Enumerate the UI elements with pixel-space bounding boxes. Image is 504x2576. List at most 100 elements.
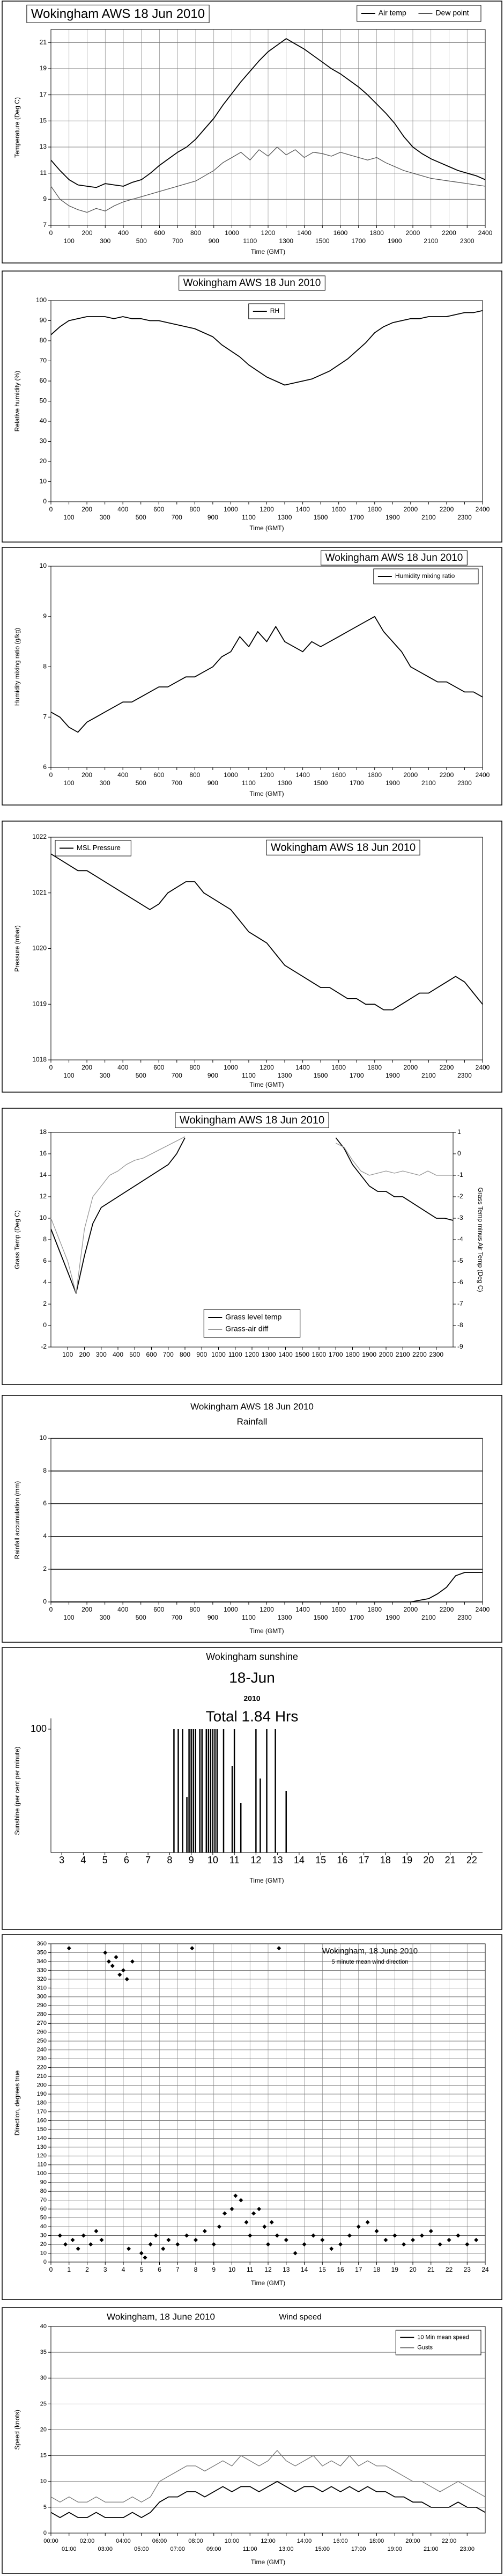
x-tick-label: 1400 — [278, 1351, 293, 1358]
data-point — [262, 2224, 267, 2229]
y-axis-label: Sunshine (per cent per minute) — [13, 1747, 21, 1835]
y-tick-label: 110 — [37, 2162, 47, 2168]
x-tick-label: 1800 — [345, 1351, 360, 1358]
x-tick-label: 0 — [49, 2266, 53, 2273]
x-tick-label: 0 — [49, 771, 53, 779]
data-point — [374, 2229, 379, 2234]
data-line — [50, 147, 486, 213]
data-point — [190, 1946, 195, 1951]
data-point — [311, 2233, 316, 2238]
plot-frame — [50, 1132, 454, 1348]
x-tick-label: 14 — [294, 1855, 305, 1865]
data-point — [402, 2242, 406, 2247]
x-tick-label: 900 — [209, 237, 219, 245]
data-point — [223, 2211, 227, 2216]
x-tick-label: 21:00 — [424, 2546, 439, 2552]
y-tick-label: 2 — [43, 1300, 47, 1307]
x-tick-label: 500 — [136, 1072, 146, 1079]
data-point — [63, 2242, 68, 2247]
y-tick-label: 15 — [40, 117, 47, 125]
data-point — [320, 2237, 325, 2242]
x-tick-label: 1400 — [295, 771, 310, 779]
legend-label: Humidity mixing ratio — [395, 572, 455, 580]
x-tick-label: 900 — [207, 514, 218, 521]
chart-title: Wokingham AWS 18 Jun 2010 — [190, 1401, 314, 1411]
x-tick-label: 21 — [427, 2266, 435, 2273]
x-tick-label: 1500 — [315, 237, 330, 245]
x-tick-label: 100 — [62, 1351, 73, 1358]
y-tick-label: 260 — [37, 2029, 47, 2036]
data-line — [50, 1136, 453, 1294]
y-tick-label: 9 — [43, 612, 47, 620]
x-tick-label: 600 — [153, 506, 164, 513]
x-tick-label: 1600 — [331, 771, 346, 779]
x-tick-label: 1800 — [367, 771, 382, 779]
x-tick-label: 1800 — [369, 229, 384, 237]
x-tick-label: 10:00 — [225, 2538, 240, 2544]
data-point — [474, 2237, 479, 2242]
y-tick-label: 340 — [37, 1958, 47, 1965]
x-tick-label: 500 — [136, 1614, 146, 1621]
x-tick-label: 2000 — [406, 229, 420, 237]
x-tick-label: 800 — [189, 1064, 200, 1071]
data-line — [50, 38, 486, 188]
chart-title: Wokingham AWS 18 Jun 2010 — [271, 841, 416, 853]
x-tick-label: 1000 — [211, 1351, 226, 1358]
y-tick-label: -2 — [41, 1343, 47, 1350]
y-tick-label: 100 — [36, 296, 47, 304]
x-tick-label: 100 — [64, 237, 75, 245]
x-tick-label: 18:00 — [369, 2538, 384, 2544]
x-tick-label: 1500 — [314, 1072, 328, 1079]
y-tick-label: 320 — [37, 1976, 47, 1982]
x-tick-label: 1200 — [260, 1064, 274, 1071]
legend-label: Grass-air diff — [225, 1324, 268, 1333]
x-tick-label: 2100 — [396, 1351, 410, 1358]
x-tick-label: 1100 — [242, 779, 256, 787]
x-tick-label: 12:00 — [261, 2538, 276, 2544]
data-point — [94, 2229, 99, 2234]
x-tick-label: 1100 — [242, 1072, 256, 1079]
x-tick-label: 2100 — [421, 1614, 436, 1621]
x-tick-label: 1300 — [262, 1351, 276, 1358]
x-tick-label: 600 — [153, 1064, 164, 1071]
x-tick-label: 1700 — [350, 514, 364, 521]
data-point — [88, 2242, 93, 2247]
x-tick-label: 8 — [167, 1855, 172, 1865]
x-tick-label: 100 — [64, 514, 75, 521]
x-axis-label: Time (GMT) — [249, 524, 284, 532]
data-line — [50, 310, 483, 386]
data-point — [114, 1955, 118, 1959]
data-point — [356, 2224, 361, 2229]
title-box — [266, 839, 420, 855]
x-tick-label: 100 — [64, 779, 75, 787]
x-tick-label: 14 — [301, 2266, 308, 2273]
chart-title: Wokingham AWS 18 Jun 2010 — [31, 6, 205, 21]
y-tick-label: 230 — [37, 2055, 47, 2062]
x-tick-label: 700 — [172, 1614, 182, 1621]
x-tick-label: 800 — [190, 229, 201, 237]
data-point — [284, 2237, 288, 2242]
data-point — [148, 2242, 153, 2247]
x-tick-label: 5 — [139, 2266, 143, 2273]
y-tick-label: 330 — [37, 1967, 47, 1973]
data-point — [103, 1950, 108, 1955]
x-tick-label: 1700 — [351, 237, 366, 245]
y-tick-label: 30 — [40, 2375, 47, 2381]
x-tick-label: 400 — [117, 1606, 128, 1613]
y-tick-label: 50 — [40, 2215, 47, 2221]
x-tick-label: 2300 — [457, 1614, 472, 1621]
x-tick-label: 2200 — [440, 1606, 454, 1613]
chart-subtitle: Total 1.84 Hrs — [206, 1708, 299, 1724]
y2-tick-label: -2 — [457, 1192, 463, 1200]
y-tick-label: 300 — [37, 1994, 47, 2000]
x-tick-label: 14:00 — [297, 2538, 312, 2544]
y-tick-label: 11 — [40, 169, 47, 177]
data-point — [239, 2198, 243, 2202]
y-tick-label: 80 — [40, 336, 47, 344]
x-tick-label: 700 — [163, 1351, 174, 1358]
chart-subtitle: Rainfall — [237, 1416, 268, 1426]
y-tick-label: 0 — [43, 2530, 47, 2536]
x-tick-label: 2100 — [421, 514, 436, 521]
x-tick-label: 04:00 — [116, 2538, 131, 2544]
y-axis-label: Grass Temp (Deg C) — [13, 1210, 21, 1269]
